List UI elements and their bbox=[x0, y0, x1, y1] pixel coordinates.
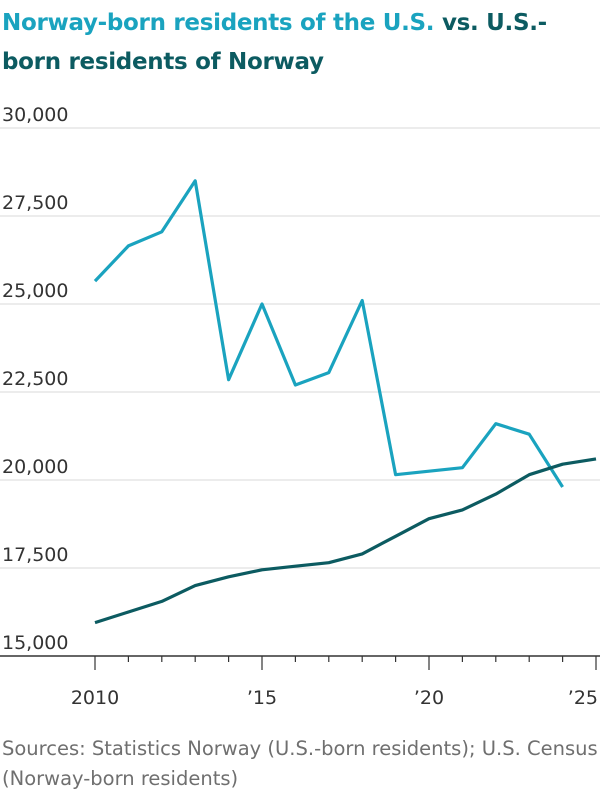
y-tick-label: 17,500 bbox=[2, 544, 68, 566]
x-axis: 2010 ’15 ’20 ’25 bbox=[0, 655, 600, 709]
series-line-us-born-norway bbox=[94, 457, 597, 625]
title-norway-born-us: Norway-born residents of the U.S. bbox=[2, 10, 435, 36]
line-chart: 30,000 27,500 25,000 22,500 20,000 17,500 15,0… bbox=[0, 104, 600, 709]
x-tick-label: ’25 bbox=[568, 687, 598, 709]
source-note: Sources: Statistics Norway (U.S.-born re… bbox=[2, 737, 598, 790]
chart-title: Norway-born residents of the U.S. vs. U.… bbox=[2, 4, 592, 82]
y-tick-label: 27,500 bbox=[2, 192, 68, 214]
y-axis-tick-labels: 30,000 27,500 25,000 22,500 20,000 17,500 15,0… bbox=[2, 104, 68, 654]
series-line-norway-born-us bbox=[93, 179, 564, 488]
x-tick-label: ’20 bbox=[414, 687, 444, 709]
series-lines bbox=[93, 179, 597, 625]
y-tick-label: 15,000 bbox=[2, 632, 68, 654]
x-tick-label: 2010 bbox=[71, 687, 119, 709]
y-tick-label: 20,000 bbox=[2, 456, 68, 478]
title-us-born-norway: vs. U.S.-born residents of Norway bbox=[2, 10, 547, 75]
y-tick-label: 25,000 bbox=[2, 280, 68, 302]
x-tick-label: ’15 bbox=[247, 687, 277, 709]
y-tick-label: 30,000 bbox=[2, 104, 68, 126]
grid-lines bbox=[0, 127, 600, 569]
y-tick-label: 22,500 bbox=[2, 368, 68, 390]
